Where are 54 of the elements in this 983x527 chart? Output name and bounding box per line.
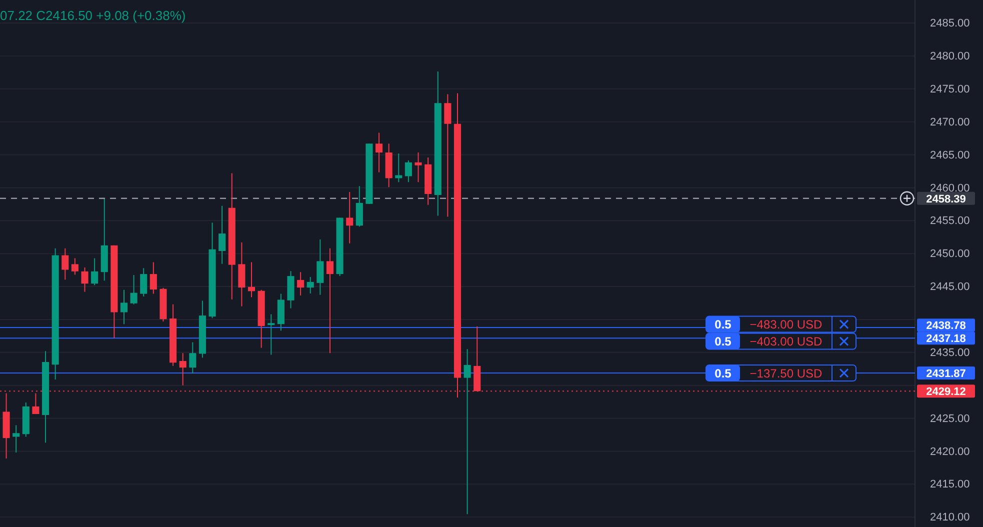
y-tick-label: 2450.00 bbox=[930, 248, 970, 260]
candlestick bbox=[140, 268, 148, 297]
y-tick-label: 2480.00 bbox=[930, 50, 970, 63]
candlestick bbox=[404, 160, 412, 183]
candlestick bbox=[91, 258, 98, 286]
candlestick bbox=[71, 258, 78, 276]
candlestick bbox=[189, 342, 196, 374]
y-tick-label: 2460.00 bbox=[930, 182, 970, 194]
y-tick-label: 2415.00 bbox=[930, 478, 970, 491]
candlestick bbox=[179, 352, 186, 386]
candlestick bbox=[316, 238, 324, 296]
candlestick bbox=[248, 262, 256, 298]
y-tick-label: 2445.00 bbox=[930, 281, 970, 294]
candlestick bbox=[81, 266, 88, 292]
candlestick bbox=[12, 424, 20, 454]
y-tick-label: 2425.00 bbox=[930, 412, 970, 425]
y-tick-label: 2410.00 bbox=[930, 512, 970, 524]
annotation: 0.5 bbox=[714, 318, 732, 332]
annotation: −483.00 USD bbox=[750, 318, 823, 332]
candlestick bbox=[130, 274, 138, 305]
candlestick bbox=[297, 272, 304, 296]
candlestick bbox=[120, 289, 128, 325]
y-tick-label: 2435.00 bbox=[930, 346, 970, 359]
candlestick bbox=[306, 276, 314, 294]
candlestick bbox=[238, 242, 246, 307]
candlestick bbox=[375, 132, 383, 173]
ref-line-label: 2438.78 bbox=[926, 320, 966, 332]
candlestick bbox=[346, 192, 354, 244]
y-tick-label: 2470.00 bbox=[930, 116, 970, 128]
ref-line-label: 2458.39 bbox=[926, 193, 966, 206]
y-tick-label: 2485.00 bbox=[930, 18, 970, 30]
y-tick-label: 2475.00 bbox=[930, 83, 970, 96]
candlestick bbox=[150, 262, 157, 294]
annotation: 0.5 bbox=[714, 366, 732, 380]
annotation: −403.00 USD bbox=[750, 334, 823, 349]
y-tick-label: 2420.00 bbox=[930, 446, 970, 458]
candlestick bbox=[218, 205, 226, 264]
ref-line-label: 2431.87 bbox=[926, 368, 966, 380]
ref-line-label: 2429.12 bbox=[926, 386, 966, 398]
ref-line-label: 2437.18 bbox=[926, 333, 966, 346]
candlestick bbox=[268, 314, 275, 356]
candlestick bbox=[444, 94, 452, 218]
candlestick bbox=[356, 186, 363, 228]
annotation: −137.50 USD bbox=[750, 366, 823, 380]
y-tick-label: 2455.00 bbox=[930, 215, 970, 228]
candlestick bbox=[326, 248, 334, 354]
y-tick-label: 2465.00 bbox=[930, 149, 970, 162]
candlestick bbox=[32, 392, 40, 415]
candlestick bbox=[395, 152, 402, 183]
annotation: 0.5 bbox=[714, 334, 732, 349]
candlestick bbox=[464, 348, 471, 515]
annotation: 07.22 C2416.50 +9.08 (+0.38%) bbox=[0, 8, 186, 23]
candlestick bbox=[414, 152, 422, 183]
candlestick bbox=[62, 248, 69, 280]
